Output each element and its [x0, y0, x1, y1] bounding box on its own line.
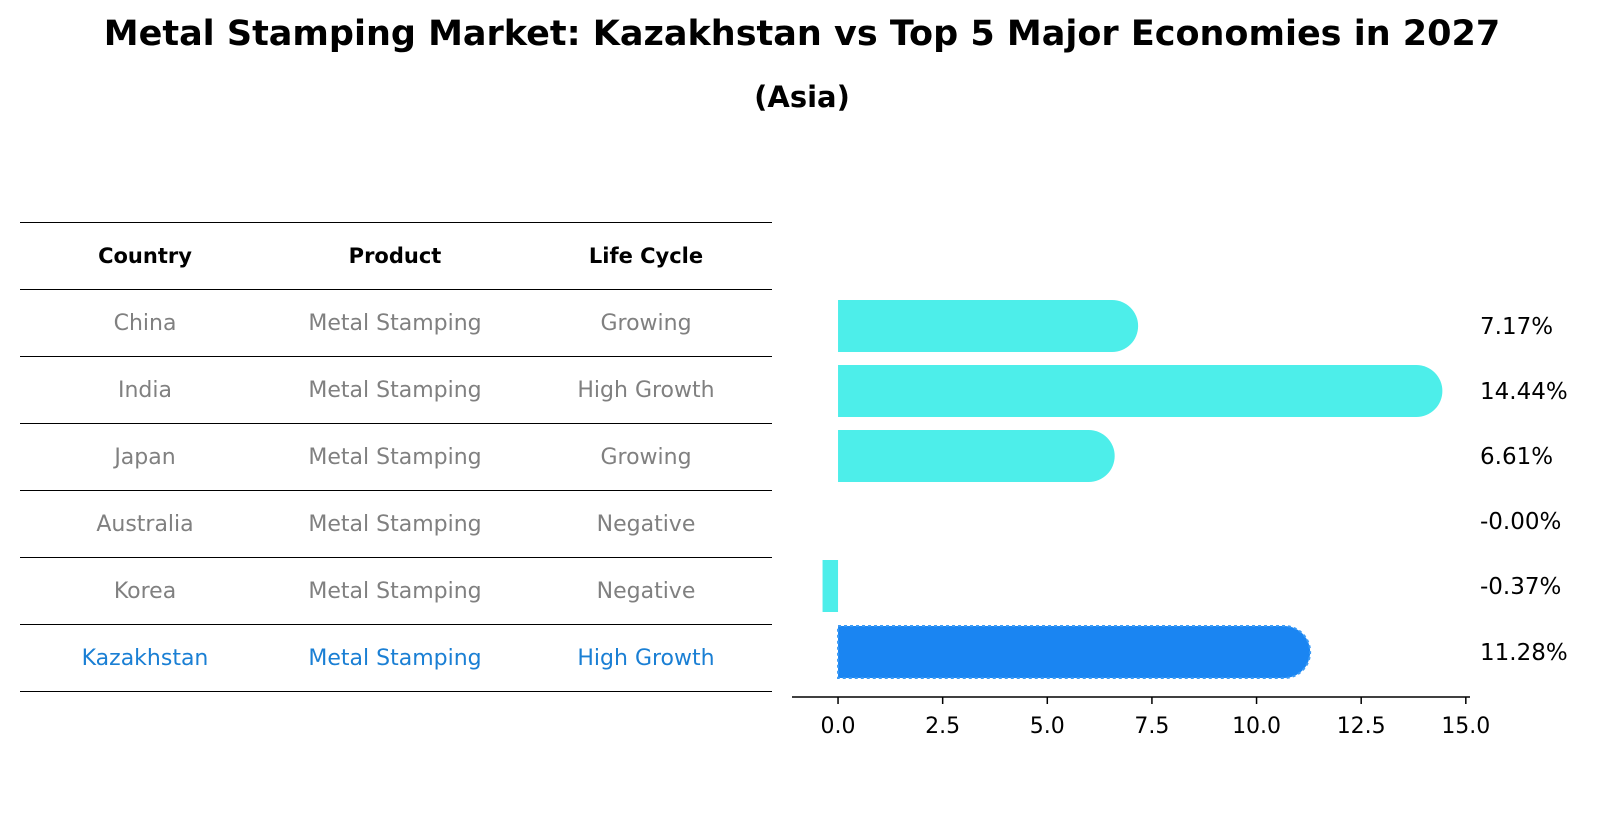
x-tick-label: 0.0: [821, 714, 856, 739]
x-tick-label: 12.5: [1337, 714, 1386, 739]
cell-product: Metal Stamping: [308, 377, 482, 403]
value-label: 7.17%: [1480, 314, 1553, 340]
cell-country: China: [113, 310, 177, 336]
cell-life-cycle: High Growth: [577, 645, 715, 671]
cell-life-cycle: Growing: [600, 444, 692, 470]
chart-title: Metal Stamping Market: Kazakhstan vs Top…: [103, 14, 1501, 54]
table-row: India Metal Stamping High Growth: [20, 356, 772, 423]
table-row-highlight: Kazakhstan Metal Stamping High Growth: [20, 624, 772, 692]
chart-subtitle: (Asia): [754, 80, 850, 114]
cell-country: Australia: [96, 511, 194, 537]
value-label: 6.61%: [1480, 444, 1553, 470]
cell-country: Korea: [113, 578, 177, 604]
cell-product: Metal Stamping: [308, 444, 482, 470]
cell-life-cycle: High Growth: [577, 377, 715, 403]
x-tick-label: 10.0: [1232, 714, 1281, 739]
cell-life-cycle: Negative: [596, 578, 696, 604]
cell-product: Metal Stamping: [308, 511, 482, 537]
x-tick-label: 5.0: [1030, 714, 1065, 739]
x-tick-label: 7.5: [1134, 714, 1169, 739]
table-header-row: Country Product Life Cycle: [20, 222, 772, 289]
header-life-cycle: Life Cycle: [588, 244, 704, 268]
value-label: -0.37%: [1480, 574, 1561, 600]
bar-china: [838, 300, 1139, 352]
header-country: Country: [98, 244, 192, 268]
cell-life-cycle: Negative: [596, 511, 696, 537]
bar-korea: [822, 560, 839, 612]
bar-japan: [838, 430, 1115, 482]
cell-product: Metal Stamping: [308, 645, 482, 671]
comparison-table: Country Product Life Cycle China Metal S…: [20, 222, 772, 692]
bar-india: [838, 365, 1443, 417]
header-product: Product: [348, 244, 442, 268]
x-tick-label: 15.0: [1441, 714, 1490, 739]
cell-country: Kazakhstan: [81, 645, 209, 671]
value-label: 14.44%: [1480, 379, 1568, 405]
table-row: Australia Metal Stamping Negative: [20, 490, 772, 557]
value-label: 11.28%: [1480, 640, 1568, 666]
table-row: Japan Metal Stamping Growing: [20, 423, 772, 490]
cell-country: Japan: [114, 444, 176, 470]
cell-life-cycle: Growing: [600, 310, 692, 336]
bar-kazakhstan: [837, 625, 1312, 679]
cell-country: India: [118, 377, 172, 403]
table-row: Korea Metal Stamping Negative: [20, 557, 772, 624]
cell-product: Metal Stamping: [308, 310, 482, 336]
table-row: China Metal Stamping Growing: [20, 289, 772, 356]
value-label: -0.00%: [1480, 509, 1561, 535]
x-tick-label: 2.5: [925, 714, 960, 739]
cell-product: Metal Stamping: [308, 578, 482, 604]
